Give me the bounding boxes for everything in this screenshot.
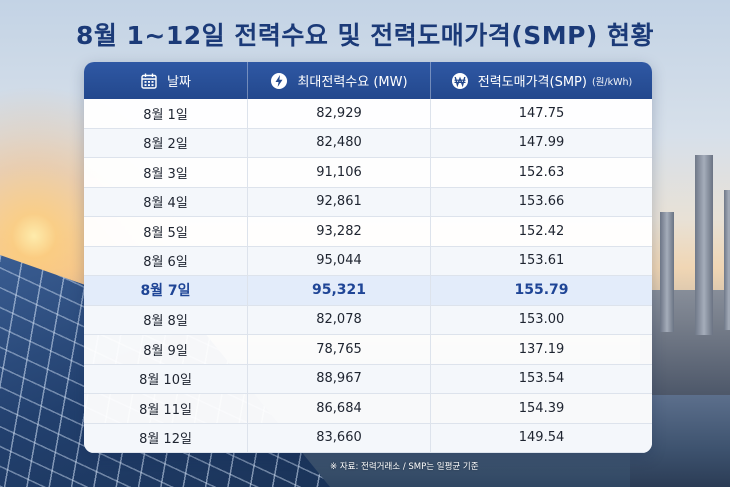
cell-smp: 154.39 bbox=[518, 400, 565, 416]
column-header-date: 날짜 bbox=[84, 62, 248, 99]
cell-demand: 95,044 bbox=[248, 246, 431, 275]
table-header: 날짜 최대전력수요 (MW) 전력도매가격(SMP) (원/kW bbox=[84, 62, 652, 99]
column-header-smp: 전력도매가격(SMP) (원/kWh) bbox=[431, 62, 652, 99]
cell-demand: 88,967 bbox=[248, 364, 431, 393]
cell-smp: 147.75 bbox=[518, 105, 565, 121]
cell-date: 8월 7일 bbox=[84, 276, 248, 305]
table-row: 8월 5일 93,282 152.42 bbox=[84, 217, 652, 247]
column-header-unit: (원/kWh) bbox=[591, 76, 633, 88]
cell-date: 8월 9일 bbox=[84, 335, 248, 364]
cell-date: 8월 10일 bbox=[84, 364, 248, 393]
table-row: 8월 8일 82,078 153.00 bbox=[84, 305, 652, 335]
cell-date: 8월 11일 bbox=[84, 394, 248, 423]
cell-demand: 91,106 bbox=[248, 158, 431, 187]
table-row: 8월 2일 82,480 147.99 bbox=[84, 128, 652, 158]
table-row: 8월 12일 83,660 149.54 bbox=[84, 423, 652, 453]
chimney-stack bbox=[660, 212, 674, 332]
cell-smp: 149.54 bbox=[518, 430, 565, 446]
cell-demand: 82,929 bbox=[248, 99, 431, 128]
won-sign-icon bbox=[451, 72, 469, 90]
page-title: 8월 1~12일 전력수요 및 전력도매가격(SMP) 현황 bbox=[75, 21, 655, 50]
cell-date: 8월 5일 bbox=[84, 217, 248, 246]
cell-smp: 153.61 bbox=[518, 253, 565, 269]
cell-demand: 82,078 bbox=[248, 305, 431, 334]
table-row: 8월 10일 88,967 153.54 bbox=[84, 364, 652, 394]
cell-demand: 95,321 bbox=[248, 276, 431, 305]
cell-demand: 86,684 bbox=[248, 394, 431, 423]
column-header-label: 전력도매가격(SMP) bbox=[477, 75, 587, 90]
table-body: 8월 1일 82,929 147.75 8월 2일 82,480 147.99 8월 3일 9… bbox=[84, 99, 652, 453]
source-note: ※ 자료: 전력거래소 / SMP는 일평균 기준 bbox=[330, 462, 479, 472]
cell-smp: 153.66 bbox=[518, 194, 565, 210]
cell-date: 8월 2일 bbox=[84, 128, 248, 157]
table-row: 8월 9일 78,765 137.19 bbox=[84, 335, 652, 365]
table-row: 8월 1일 82,929 147.75 bbox=[84, 99, 652, 129]
column-header-label: 날짜 bbox=[167, 75, 191, 90]
cell-date: 8월 6일 bbox=[84, 246, 248, 275]
lightning-bolt-icon bbox=[270, 72, 288, 90]
cell-smp: 153.00 bbox=[518, 312, 565, 328]
chimney-stack bbox=[724, 190, 730, 330]
cell-date: 8월 1일 bbox=[84, 99, 248, 128]
data-table: 날짜 최대전력수요 (MW) 전력도매가격(SMP) (원/kW bbox=[84, 62, 652, 453]
table-row: 8월 6일 95,044 153.61 bbox=[84, 246, 652, 276]
cell-smp: 153.54 bbox=[518, 371, 565, 387]
table-row: 8월 3일 91,106 152.63 bbox=[84, 158, 652, 188]
cell-smp: 155.79 bbox=[514, 282, 569, 299]
cell-demand: 83,660 bbox=[248, 423, 431, 452]
cell-smp: 152.42 bbox=[518, 223, 565, 239]
cell-smp: 152.63 bbox=[518, 164, 565, 180]
cell-smp: 137.19 bbox=[518, 341, 565, 357]
cell-date: 8월 4일 bbox=[84, 187, 248, 216]
cell-demand: 82,480 bbox=[248, 128, 431, 157]
cell-date: 8월 8일 bbox=[84, 305, 248, 334]
calendar-icon bbox=[140, 72, 158, 90]
power-plant-image bbox=[640, 290, 730, 400]
cell-date: 8월 12일 bbox=[84, 423, 248, 452]
column-header-label: 최대전력수요 (MW) bbox=[297, 75, 408, 90]
table-row-highlighted: 8월 7일 95,321 155.79 bbox=[84, 276, 652, 306]
table-row: 8월 11일 86,684 154.39 bbox=[84, 394, 652, 424]
cell-demand: 93,282 bbox=[248, 217, 431, 246]
cell-demand: 78,765 bbox=[248, 335, 431, 364]
table-row: 8월 4일 92,861 153.66 bbox=[84, 187, 652, 217]
chimney-stack bbox=[695, 155, 713, 335]
cell-smp: 147.99 bbox=[518, 135, 565, 151]
column-header-demand: 최대전력수요 (MW) bbox=[248, 62, 431, 99]
cell-date: 8월 3일 bbox=[84, 158, 248, 187]
cell-demand: 92,861 bbox=[248, 187, 431, 216]
